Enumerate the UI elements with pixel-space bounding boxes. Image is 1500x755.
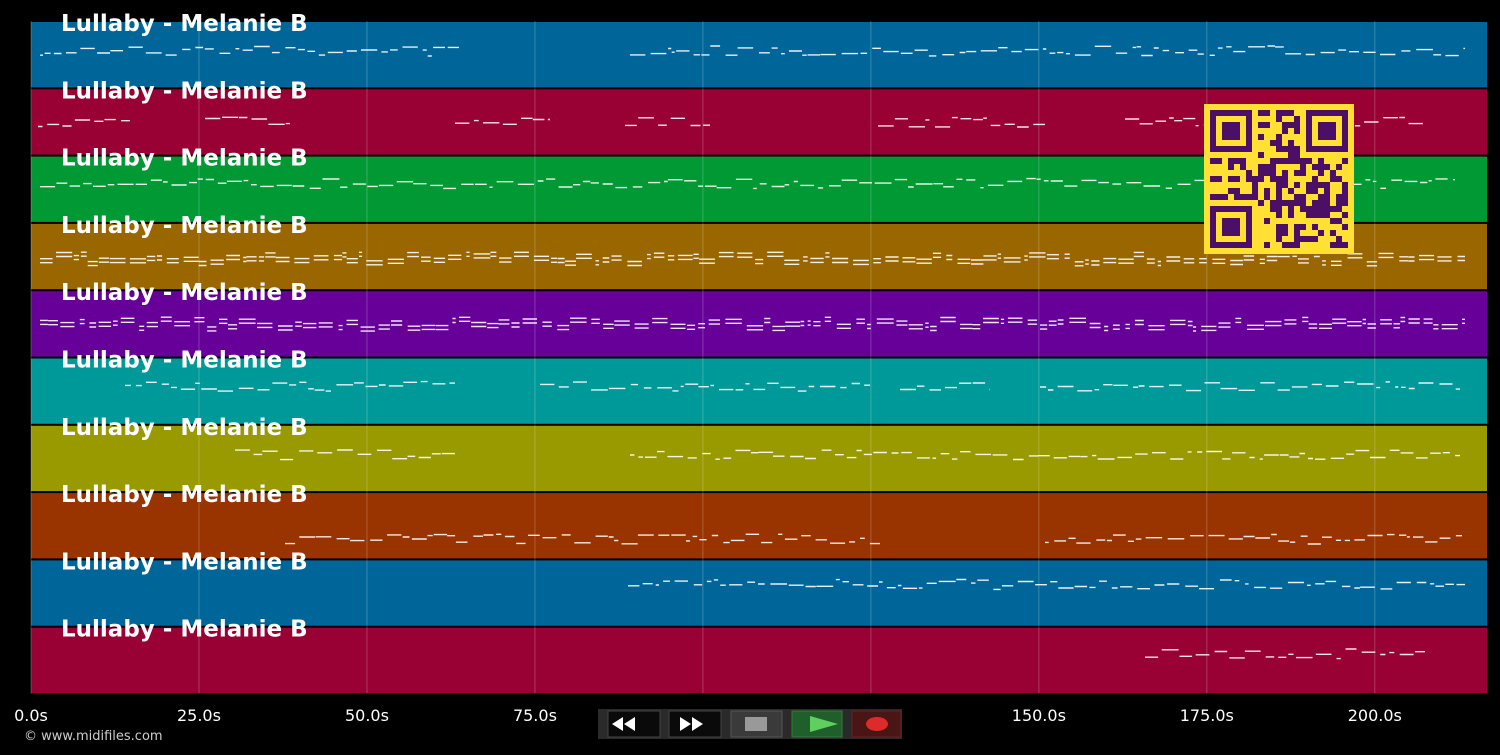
x-tick-label: 75.0s (513, 706, 557, 725)
note-trace (40, 251, 1465, 267)
qr-code (1204, 104, 1354, 254)
track-title: Lullaby - Melanie B (61, 213, 308, 239)
note-trace (125, 380, 1460, 392)
track-title: Lullaby - Melanie B (61, 617, 308, 643)
track-band (31, 425, 1487, 492)
track-band (31, 358, 1487, 424)
track-band (31, 627, 1487, 693)
x-tick-label: 50.0s (345, 706, 389, 725)
track-title: Lullaby - Melanie B (61, 146, 308, 172)
x-tick-label: 200.0s (1348, 706, 1402, 725)
x-axis: 0.0s25.0s50.0s75.0s100.0s125.0s150.0s175… (14, 706, 1402, 725)
forward-button[interactable] (668, 710, 722, 738)
track-title: Lullaby - Melanie B (61, 11, 308, 37)
play-button[interactable] (791, 710, 843, 738)
track-band (31, 560, 1487, 626)
transport-controls (598, 709, 902, 739)
stop-button[interactable] (730, 710, 783, 738)
note-trace (40, 316, 1465, 332)
note-trace (235, 449, 1460, 461)
x-tick-label: 0.0s (14, 706, 48, 725)
note-trace (285, 533, 1462, 545)
track-titles: Lullaby - Melanie B Lullaby - Melanie B Lu… (61, 11, 308, 643)
track-title: Lullaby - Melanie B (61, 280, 308, 306)
x-tick-label: 25.0s (177, 706, 221, 725)
track-title: Lullaby - Melanie B (61, 549, 308, 575)
credit: © www.midifiles.com (24, 729, 163, 744)
rewind-button[interactable] (607, 710, 661, 738)
track-band (31, 493, 1487, 559)
track-title: Lullaby - Melanie B (61, 415, 308, 441)
track-title: Lullaby - Melanie B (61, 348, 308, 374)
track-title: Lullaby - Melanie B (61, 78, 308, 104)
note-trace (628, 578, 1465, 591)
note-trace (1145, 648, 1425, 660)
qr-modules (1210, 110, 1348, 248)
track-band (31, 22, 1487, 88)
note-trace (40, 45, 1465, 57)
x-tick-label: 175.0s (1180, 706, 1234, 725)
x-tick-label: 150.0s (1012, 706, 1066, 725)
record-button[interactable] (851, 710, 902, 738)
track-band (31, 291, 1487, 357)
track-title: Lullaby - Melanie B (61, 482, 308, 508)
